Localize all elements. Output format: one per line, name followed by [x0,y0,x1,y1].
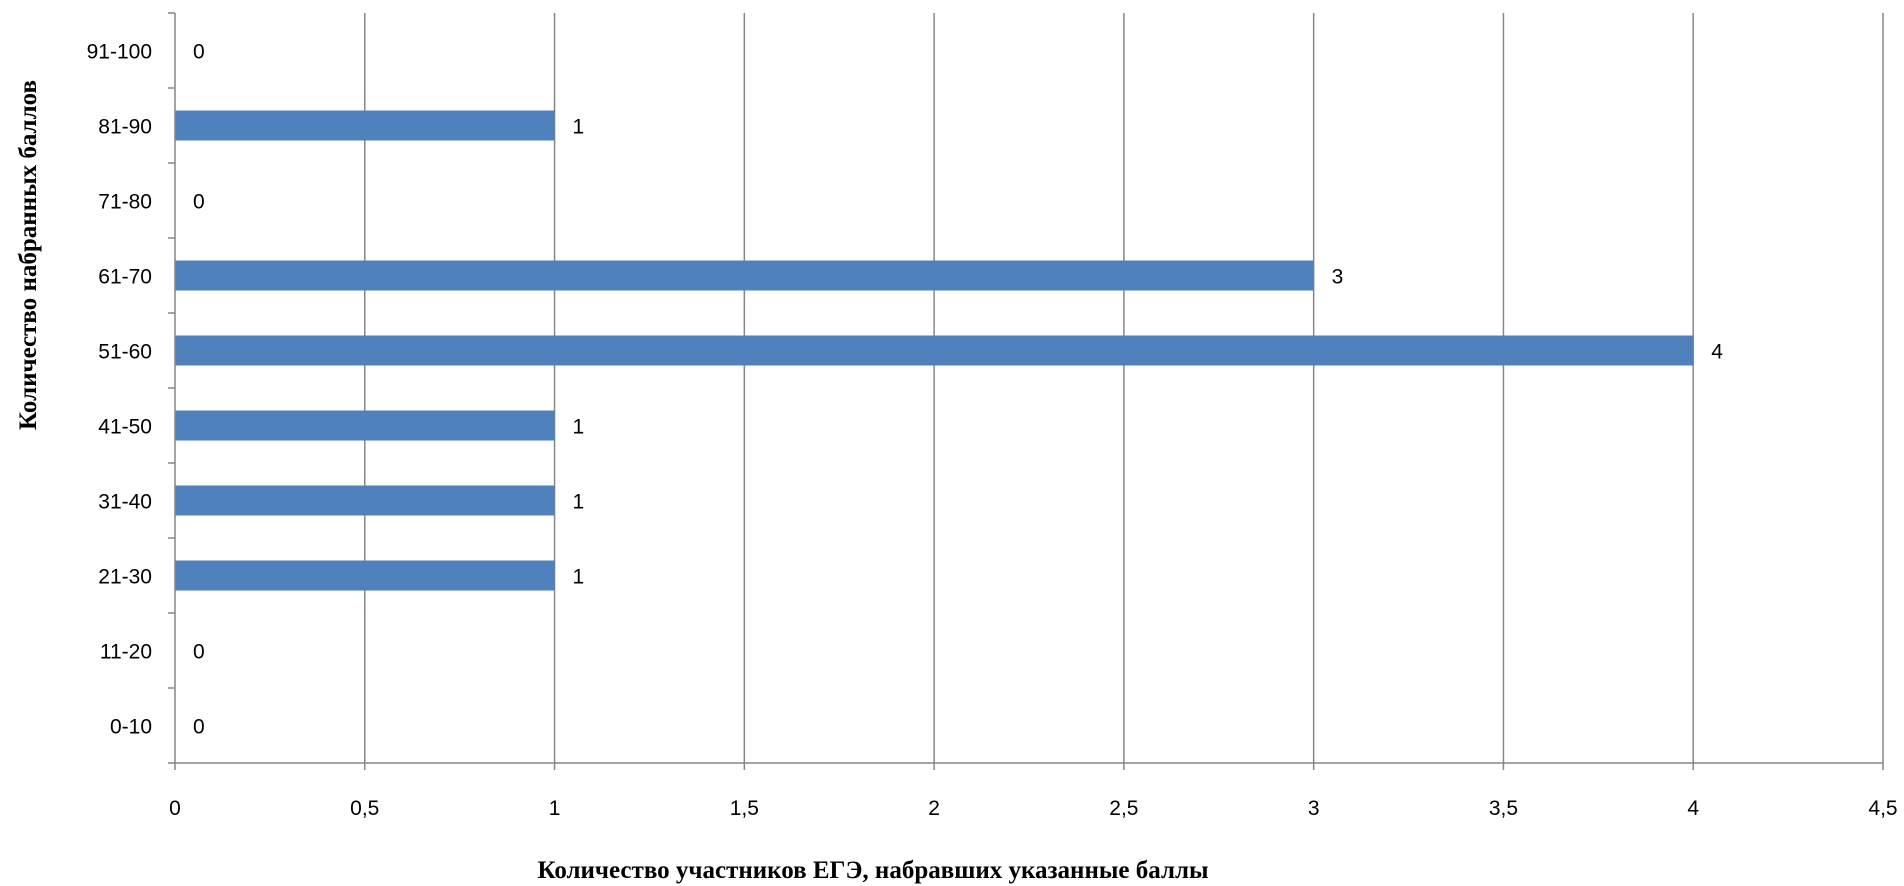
bar [175,335,1694,366]
y-tick-label: 0-10 [110,716,152,739]
bar [175,485,555,516]
x-tick-label: 2,5 [1109,797,1138,820]
data-label: 0 [193,716,205,739]
axes [168,12,1884,770]
data-label: 1 [573,416,585,439]
y-tick-label: 91-100 [87,41,152,64]
bar [175,110,555,141]
bar [175,410,555,441]
x-tick-label: 0 [169,797,181,820]
data-label: 0 [193,191,205,214]
y-tick-label: 81-90 [98,116,152,139]
y-tick-label: 21-30 [98,566,152,589]
data-label: 0 [193,641,205,664]
x-tick-label: 4 [1687,797,1699,820]
data-labels: 0 0 1 1 1 4 3 0 1 0 [193,41,1723,739]
bars [175,110,1694,591]
x-tick-label: 1 [549,797,561,820]
x-tick-labels: 0 0,5 1 1,5 2 2,5 3 3,5 4 4,5 [169,797,1897,820]
x-axis-title: Количество участников ЕГЭ, набравших ука… [537,857,1208,884]
y-axis-title: Количество набранных баллов [15,80,42,430]
data-label: 3 [1332,266,1344,289]
x-tick-label: 0,5 [350,797,379,820]
x-tick-label: 4,5 [1868,797,1897,820]
data-label: 1 [573,491,585,514]
y-tick-labels: 0-10 11-20 21-30 31-40 41-50 51-60 61-70 71-80 8… [87,41,152,739]
data-label: 0 [193,41,205,64]
gridlines [364,13,1884,763]
data-label: 4 [1711,341,1723,364]
y-tick-label: 11-20 [100,641,152,664]
x-tick-label: 3 [1308,797,1320,820]
x-tick-label: 1,5 [730,797,759,820]
y-tick-label: 71-80 [98,191,152,214]
bar [175,260,1314,291]
y-tick-label: 31-40 [98,491,152,514]
x-tick-label: 3,5 [1489,797,1518,820]
bar [175,560,555,591]
y-tick-label: 51-60 [98,341,152,364]
y-tick-label: 61-70 [98,266,152,289]
x-tick-label: 2 [928,797,940,820]
data-label: 1 [573,566,585,589]
y-tick-label: 41-50 [98,416,152,439]
data-label: 1 [573,116,585,139]
